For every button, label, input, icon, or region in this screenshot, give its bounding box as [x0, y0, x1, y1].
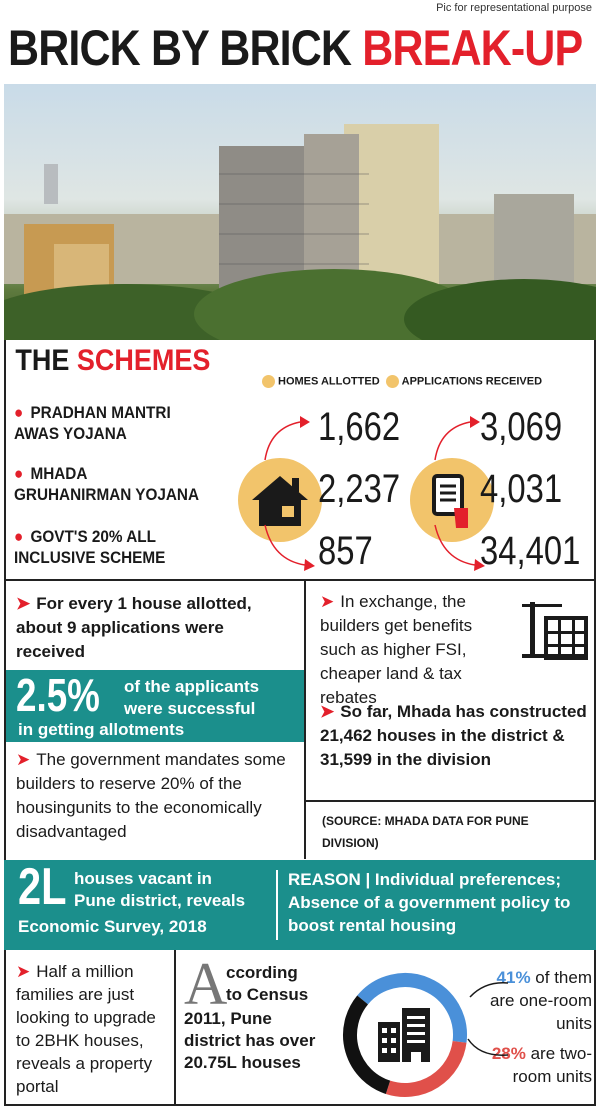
city-skyline-photo [4, 84, 596, 340]
building-icon [378, 1008, 430, 1062]
homes-mhada: 2,237 [318, 467, 401, 511]
house-icon [262, 375, 275, 388]
vacant-band: 2L houses vacant in Pune district, reveal… [4, 860, 596, 950]
infographic-frame [4, 84, 596, 1106]
flow-arrows [264, 416, 485, 571]
callout-lines [467, 982, 509, 1056]
document-hand-icon [385, 375, 399, 388]
divider [276, 870, 278, 940]
legend-homes: HOMES ALLOTTED [262, 375, 380, 388]
schemes-title: THE SCHEMES [10, 340, 236, 382]
headline: BRICK BY BRICK BREAK-UP [8, 20, 583, 76]
applications-pmay: 3,069 [480, 405, 563, 449]
homes-circle [238, 458, 322, 542]
scheme-govt-20: ● GOVT'S 20% ALL INCLUSIVE SCHEME [14, 527, 166, 567]
scheme-pmay: ● PRADHAN MANTRI AWAS YOJANA [14, 403, 171, 443]
skyline-illustration [4, 124, 596, 340]
donut-slice-one-room-units [357, 973, 467, 1043]
constructed-fact: ➤ So far, Mhada has constructed 21,462 ho… [320, 702, 587, 769]
donut-slice-other [343, 995, 391, 1094]
arrow-bullet-icon: ➤ [320, 592, 335, 611]
exchange-fact: ➤ In exchange, the builders get benefits … [320, 592, 473, 707]
schemes-legend: HOMES ALLOTTED APPLICATIONS RECEIVED [262, 375, 542, 388]
divider [4, 579, 596, 581]
divider [174, 950, 176, 1106]
applications-govt: 34,401 [480, 529, 581, 573]
applications-mhada: 4,031 [480, 467, 563, 511]
arrow-bullet-icon: ➤ [320, 702, 335, 721]
one-room-label: 41% of them are one-room units [489, 968, 592, 1033]
arrow-bullet-icon: ➤ [16, 594, 31, 613]
scheme-mhada: ● MHADA GRUHANIRMAN YOJANA [14, 464, 200, 504]
construction-crane-icon [522, 602, 588, 660]
room-share-donut [343, 973, 467, 1097]
success-band: 2.5% of the applicants were successful in… [6, 670, 304, 742]
arrow-bullet-icon: ➤ [16, 750, 31, 769]
homes-pmay: 1,662 [318, 405, 401, 449]
house-icon [252, 476, 308, 526]
arrow-bullet-icon: ➤ [16, 962, 31, 981]
divider [304, 800, 594, 802]
document-hand-icon [432, 474, 468, 528]
mandate-fact: ➤ The government mandates some builders t… [16, 750, 286, 841]
divider [304, 579, 306, 859]
source-note: (SOURCE: MHADA DATA FOR PUNE DIVISION) [322, 814, 529, 850]
families-fact: ➤ Half a million families are just lookin… [16, 962, 156, 1096]
legend-applications: APPLICATIONS RECEIVED [385, 375, 542, 388]
photo-credit: Pic for representational purpose [436, 2, 592, 14]
donut-slice-two-room-units [385, 1040, 467, 1097]
two-room-label: 28% are two-room units [491, 1044, 592, 1086]
applications-circle [410, 458, 494, 542]
ratio-fact: ➤ For every 1 house allotted, about 9 app… [16, 594, 252, 661]
homes-govt: 857 [318, 529, 373, 573]
